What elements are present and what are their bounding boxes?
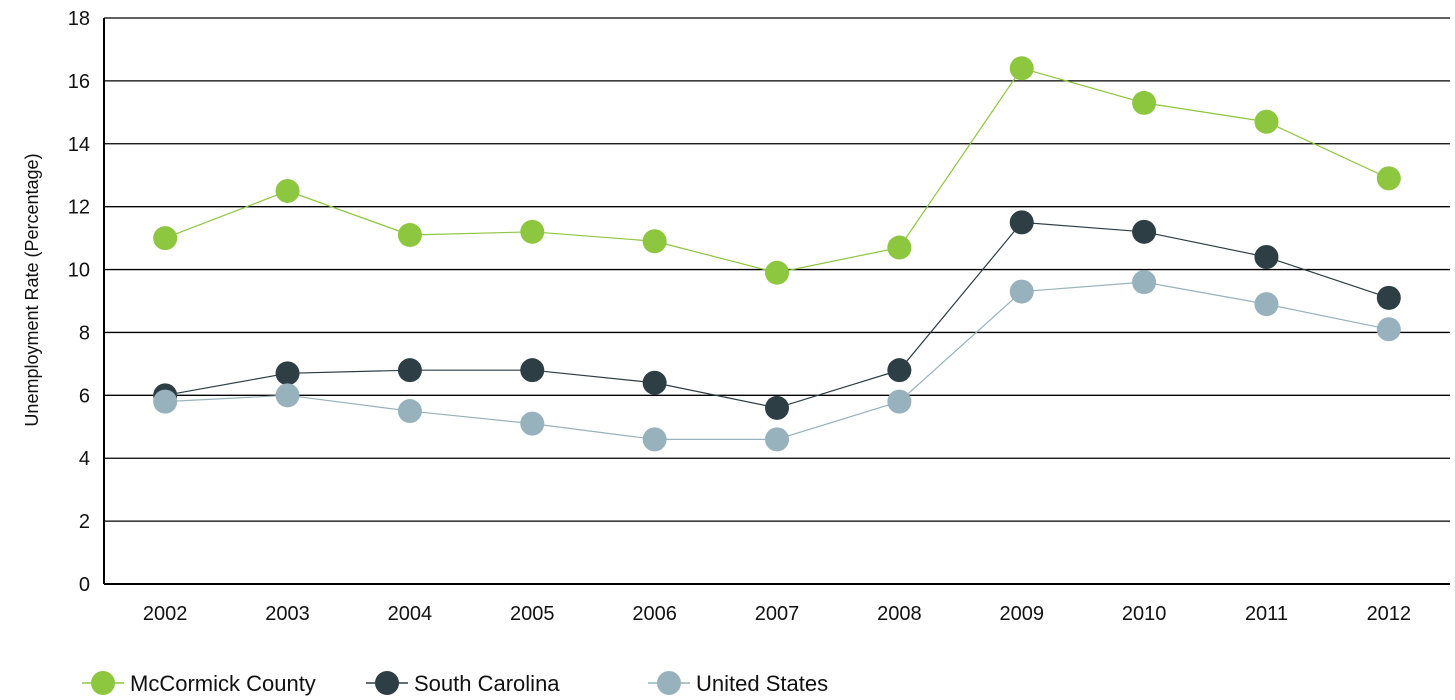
data-point — [765, 260, 789, 285]
data-point — [642, 229, 667, 254]
legend-label: McCormick County — [130, 671, 316, 696]
y-tick-label: 16 — [68, 71, 90, 93]
series-line — [165, 221, 1390, 409]
y-axis-ticks: 0 2 4 6 8 10 12 14 16 18 — [68, 8, 90, 596]
y-tick-label: 18 — [68, 8, 90, 30]
data-point — [642, 427, 667, 452]
y-tick-label: 10 — [68, 260, 90, 282]
legend-item: South Carolina — [366, 671, 560, 696]
data-point — [1132, 219, 1157, 244]
x-axis-ticks: 2002 2003 2004 2005 2006 2007 2008 2009 2010 2011… — [143, 603, 1411, 625]
series-south-carolina — [153, 210, 1401, 420]
y-tick-label: 2 — [79, 511, 90, 533]
legend-item: McCormick County — [82, 671, 316, 696]
x-tick-label: 2005 — [510, 603, 555, 625]
series-group — [153, 56, 1401, 452]
y-tick-label: 6 — [79, 385, 90, 407]
data-point — [1254, 244, 1279, 269]
legend-item: United States — [648, 671, 828, 696]
data-point — [275, 383, 300, 408]
data-point — [1376, 317, 1401, 342]
legend-marker — [657, 671, 681, 695]
data-point — [275, 361, 300, 386]
series-united-states — [153, 270, 1401, 452]
data-point — [642, 370, 667, 395]
data-point — [153, 389, 178, 414]
y-tick-label: 8 — [79, 322, 90, 344]
series-mccormick-county — [153, 56, 1401, 285]
legend-marker — [91, 671, 115, 695]
data-point — [1132, 270, 1157, 295]
y-tick-label: 12 — [68, 197, 90, 219]
y-tick-label: 0 — [79, 574, 90, 596]
data-point — [765, 427, 789, 452]
data-point — [1009, 279, 1034, 304]
y-axis-label: Unemployment Rate (Percentage) — [22, 153, 42, 426]
axes — [103, 18, 1450, 585]
data-point — [1254, 109, 1279, 134]
data-point — [397, 358, 422, 383]
legend-label: South Carolina — [414, 671, 560, 696]
data-point — [1009, 56, 1034, 81]
x-tick-label: 2012 — [1367, 603, 1412, 625]
data-point — [520, 219, 545, 244]
data-point — [1376, 285, 1401, 310]
legend: McCormick County South Carolina United Sta… — [82, 671, 828, 696]
x-tick-label: 2007 — [755, 603, 800, 625]
data-point — [1009, 210, 1034, 235]
data-point — [1254, 292, 1279, 317]
data-point — [153, 226, 178, 251]
data-point — [1132, 90, 1157, 115]
data-point — [397, 222, 422, 247]
x-tick-label: 2002 — [143, 603, 188, 625]
data-point — [887, 235, 912, 260]
x-tick-label: 2004 — [388, 603, 433, 625]
data-point — [520, 358, 545, 383]
data-point — [275, 178, 300, 203]
legend-label: United States — [696, 671, 828, 696]
data-point — [397, 399, 422, 424]
data-point — [520, 411, 545, 436]
data-point — [887, 389, 912, 414]
series-line — [164, 67, 1390, 274]
data-point — [1376, 166, 1401, 191]
legend-marker — [375, 671, 399, 695]
x-tick-label: 2008 — [877, 603, 922, 625]
data-point — [887, 358, 912, 383]
y-tick-label: 4 — [79, 448, 90, 470]
x-tick-label: 2011 — [1245, 603, 1288, 625]
x-tick-label: 2010 — [1122, 603, 1167, 625]
x-tick-label: 2006 — [632, 603, 677, 625]
x-tick-label: 2009 — [999, 603, 1044, 625]
y-tick-label: 14 — [68, 134, 90, 156]
x-tick-label: 2003 — [265, 603, 310, 625]
data-point — [765, 395, 789, 420]
